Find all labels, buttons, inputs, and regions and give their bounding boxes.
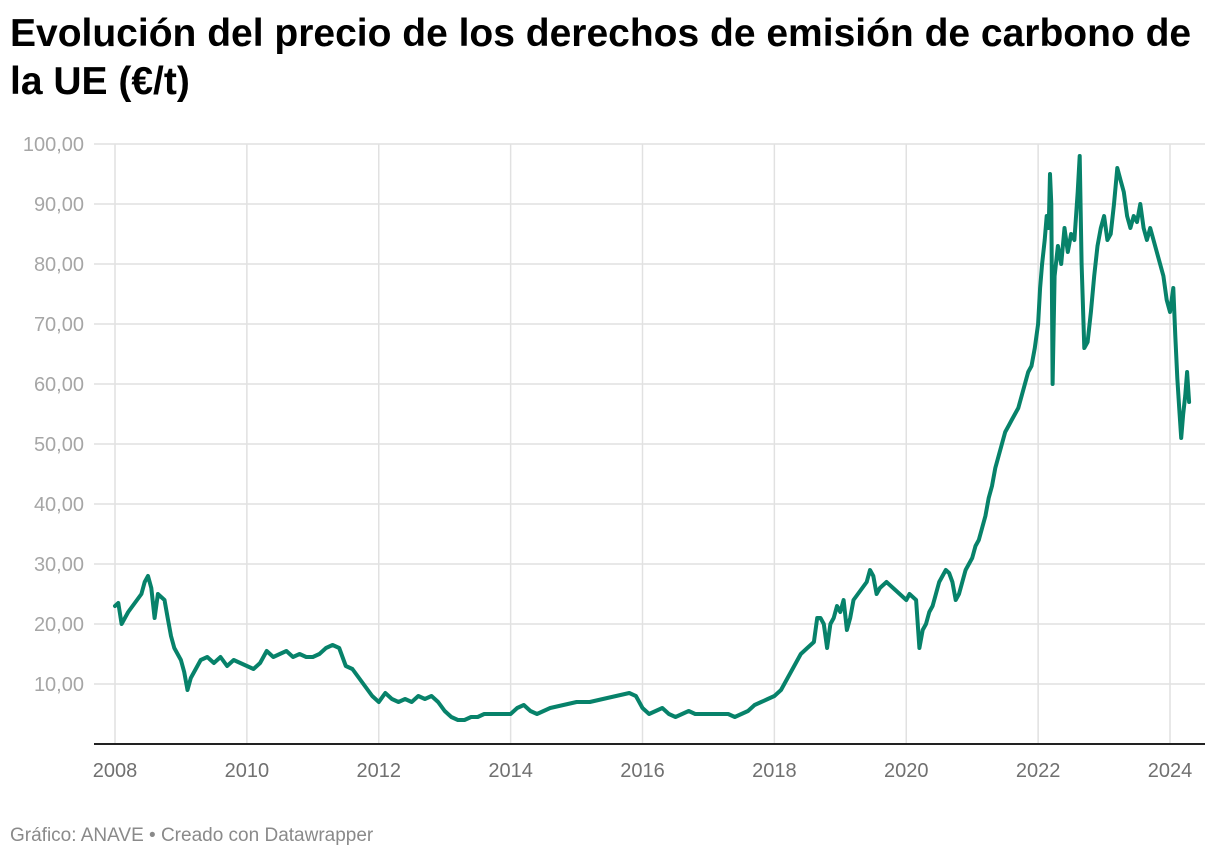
y-tick-label: 20,00 xyxy=(34,614,84,636)
x-tick-label: 2022 xyxy=(1016,760,1061,782)
footer-credit: Gráfico: ANAVE • Creado con Datawrapper xyxy=(10,825,374,846)
x-tick-label: 2012 xyxy=(357,760,402,782)
y-tick-label: 80,00 xyxy=(34,254,84,276)
y-tick-label: 100,00 xyxy=(23,134,84,156)
x-tick-label: 2018 xyxy=(752,760,797,782)
y-tick-label: 90,00 xyxy=(34,194,84,216)
x-tick-label: 2014 xyxy=(488,760,533,782)
y-axis: 10,00 20,00 30,00 40,00 50,00 60,00 70,00 80,00… xyxy=(23,134,84,696)
y-tick-label: 60,00 xyxy=(34,374,84,396)
y-tick-label: 40,00 xyxy=(34,494,84,516)
x-tick-label: 2016 xyxy=(620,760,665,782)
grid xyxy=(94,143,1205,744)
x-tick-label: 2008 xyxy=(93,760,138,782)
chart-title: Evolución del precio de los derechos de … xyxy=(10,12,1192,103)
x-axis: 2008 2010 2012 2014 2016 2018 2020 2022 2024 xyxy=(93,760,1193,782)
x-tick-label: 2010 xyxy=(225,760,270,782)
y-tick-label: 30,00 xyxy=(34,554,84,576)
x-tick-label: 2024 xyxy=(1148,760,1193,782)
x-tick-label: 2020 xyxy=(884,760,929,782)
series-line xyxy=(113,154,1192,722)
y-tick-label: 50,00 xyxy=(34,434,84,456)
y-tick-label: 70,00 xyxy=(34,314,84,336)
y-tick-label: 10,00 xyxy=(34,674,84,696)
